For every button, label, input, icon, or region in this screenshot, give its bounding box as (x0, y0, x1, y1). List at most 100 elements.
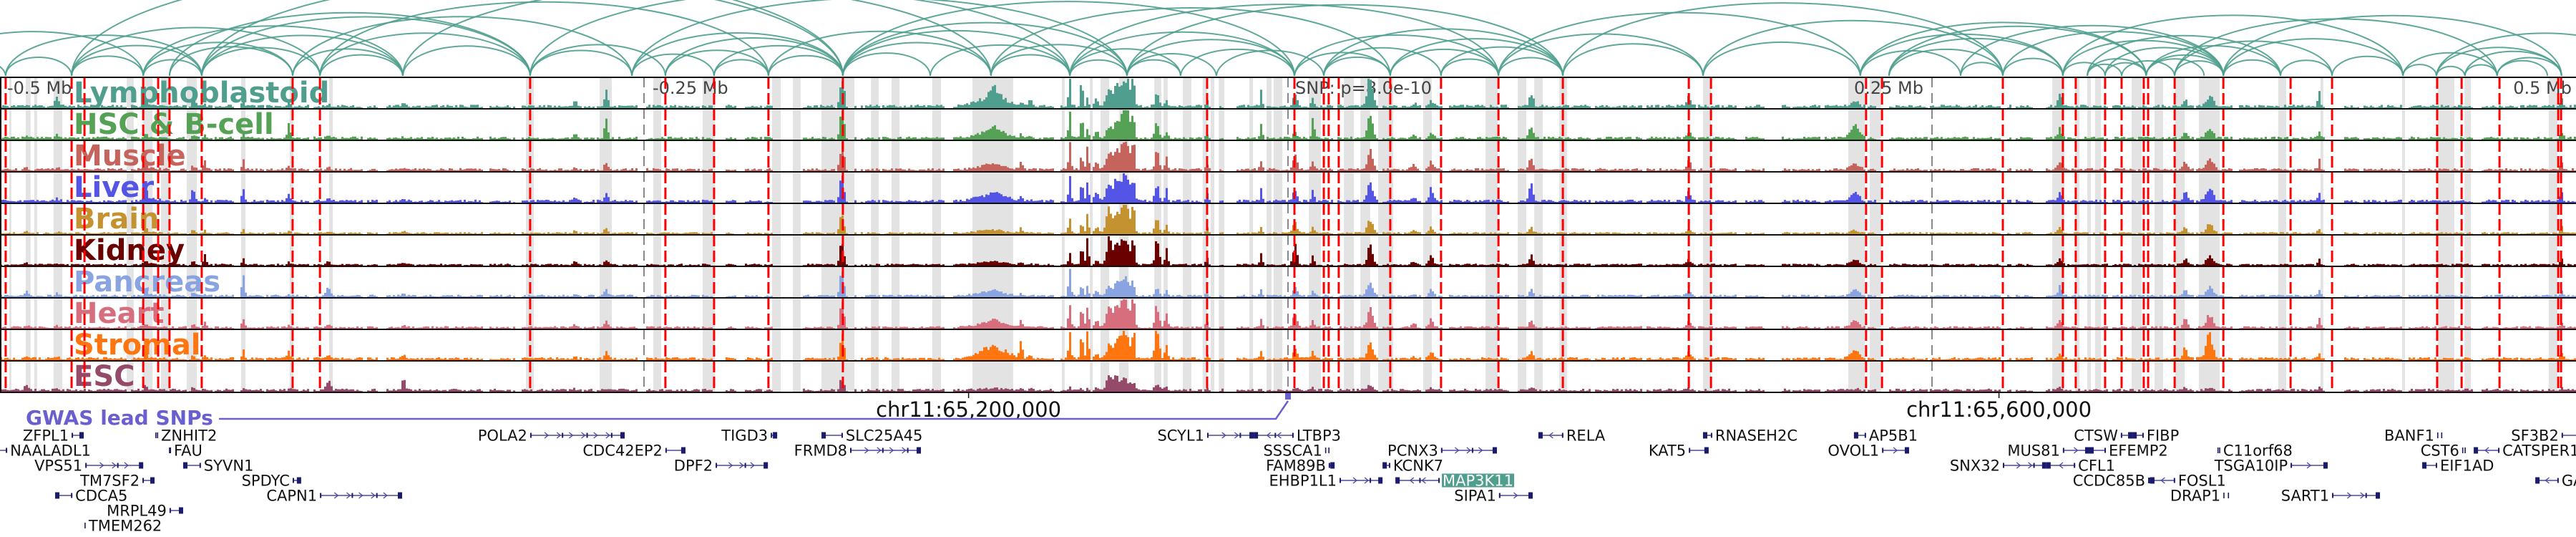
gene-capn1: CAPN1 (266, 488, 402, 505)
gene-label: OVOL1 (1828, 442, 1879, 460)
gene-drap1: DRAP1 (2170, 488, 2230, 505)
track-label-kidney: Kidney (74, 234, 185, 267)
interaction-arc (2174, 60, 2225, 77)
interaction-arc (2087, 34, 2282, 77)
gene-label: CAPN1 (266, 488, 317, 505)
gene-model (2217, 448, 2220, 453)
gene-label: SNX32 (1950, 458, 2000, 475)
interaction-arc (990, 44, 1128, 77)
gene-sart1: SART1 (2281, 488, 2381, 505)
gene-model (2003, 462, 2046, 469)
interaction-arc (1179, 48, 1295, 77)
track-label-esc: ESC (74, 360, 135, 393)
interaction-arc (529, 49, 633, 77)
track-label-liver: Liver (74, 171, 154, 204)
gene-model (2535, 477, 2559, 484)
gene-kcnk7: KCNK7 (1382, 458, 1443, 475)
gene-cfl1: CFL1 (2046, 458, 2115, 475)
gene-tigd3: TIGD3 (721, 427, 778, 445)
gene-model (1689, 447, 1709, 454)
gene-sipa1: SIPA1 (1454, 488, 1533, 505)
gene-slc25a45: SLC25A45 (821, 427, 922, 445)
gene-label: SLC25A45 (846, 427, 923, 445)
signal-track-pancreas (0, 268, 2576, 297)
interaction-arc (1069, 4, 1500, 77)
gene-model (2046, 462, 2076, 469)
interaction-arc (1389, 38, 1564, 77)
gene-mus81: MUS81 (2007, 442, 2089, 460)
interaction-arc (713, 59, 769, 77)
interaction-arc (529, 0, 1071, 77)
track-label-muscle: Muscle (74, 140, 186, 173)
gene-dpf2: DPF2 (674, 458, 769, 475)
gene-cdc42ep2: CDC42EP2 (582, 442, 686, 460)
interaction-arc (71, 0, 844, 77)
gene-label: TMEM262 (88, 518, 162, 535)
gene-model (2223, 493, 2230, 498)
gene-label: ZFPL1 (23, 427, 69, 445)
gene-label: POLA2 (478, 427, 527, 445)
interaction-arc (200, 47, 321, 77)
gene-catsper1: CATSPER1 (2474, 442, 2576, 460)
gene-sssca1: SSSCA1 (1263, 442, 1330, 460)
gene-label: CDCA5 (75, 488, 127, 505)
gene-label: KCNK7 (1393, 458, 1443, 475)
interaction-arc (71, 44, 203, 77)
gwas-track-label: GWAS lead SNPs (26, 406, 213, 430)
interaction-arc (990, 7, 1391, 77)
gene-snx32: SNX32 (1950, 458, 2046, 475)
gene-label: SIPA1 (1454, 488, 1496, 505)
interaction-arc (631, 53, 715, 77)
interaction-arc (1440, 58, 1500, 77)
gene-frmd8: FRMD8 (794, 442, 921, 460)
genomic-coordinate-axis: chr11:65,200,000 chr11:65,600,000 (876, 392, 2092, 422)
gene-label: FRMD8 (794, 442, 847, 460)
gene-model (1440, 447, 1497, 454)
gene-model (2332, 492, 2381, 499)
gene-model (55, 492, 73, 499)
gene-model (142, 477, 155, 484)
interaction-arc (2223, 59, 2282, 77)
gene-model (1538, 432, 1563, 439)
gene-highlight-box (1442, 473, 1515, 488)
gene-label: MUS81 (2007, 442, 2060, 460)
interaction-arc (0, 65, 6, 77)
gene-znhit2: ZNHIT2 (155, 427, 217, 445)
gene-model (84, 523, 86, 528)
interaction-arc (2435, 32, 2576, 77)
gene-annotation-track: ZFPL1 ZNHIT2 POLA2 TIGD3 SLC25A45 SCYL1 LTBP3 R… (0, 427, 2576, 535)
gene-fosl1: FOSL1 (2150, 473, 2226, 490)
interaction-arcs (0, 0, 2576, 77)
gene-label: SSSCA1 (1263, 442, 1322, 460)
interaction-arc (930, 44, 1071, 77)
gene-model (1382, 462, 1390, 469)
interaction-arc (841, 52, 931, 77)
gene-model (0, 448, 8, 453)
interaction-arc (1888, 48, 2004, 77)
signal-track-liver (0, 173, 2576, 203)
interaction-arc (2062, 39, 2225, 77)
gene-cst6: CST6 (2421, 442, 2466, 460)
gene-model (292, 477, 301, 484)
gene-label: TSGA10IP (2214, 458, 2288, 475)
interaction-arc (2002, 57, 2064, 77)
interaction-arc (1323, 47, 1442, 77)
snp-pvalue-label: SNP: p=8.0e-10 (1295, 78, 1432, 98)
gene-tm7sf2: TM7SF2 (79, 473, 155, 490)
signal-track-kidney (0, 236, 2576, 266)
interaction-arc (319, 32, 531, 77)
gene-label: NAALADL1 (10, 442, 91, 460)
gene-ap5b1: AP5B1 (1853, 427, 1918, 445)
gene-model (1498, 492, 1533, 499)
gene-zfpl1: ZFPL1 (23, 427, 84, 445)
gene-label: CDC42EP2 (582, 442, 663, 460)
gene-label: CFL1 (2078, 458, 2115, 475)
gene-label: VPS51 (34, 458, 82, 475)
interaction-arc (1069, 31, 1295, 77)
interaction-arc (1323, 28, 1564, 77)
track-label-hsc-b-cell: HSC & B-cell (74, 108, 274, 141)
gene-model (1324, 448, 1330, 453)
track-label-stromal: Stromal (74, 329, 201, 362)
gwas-connector-line (219, 400, 1289, 420)
